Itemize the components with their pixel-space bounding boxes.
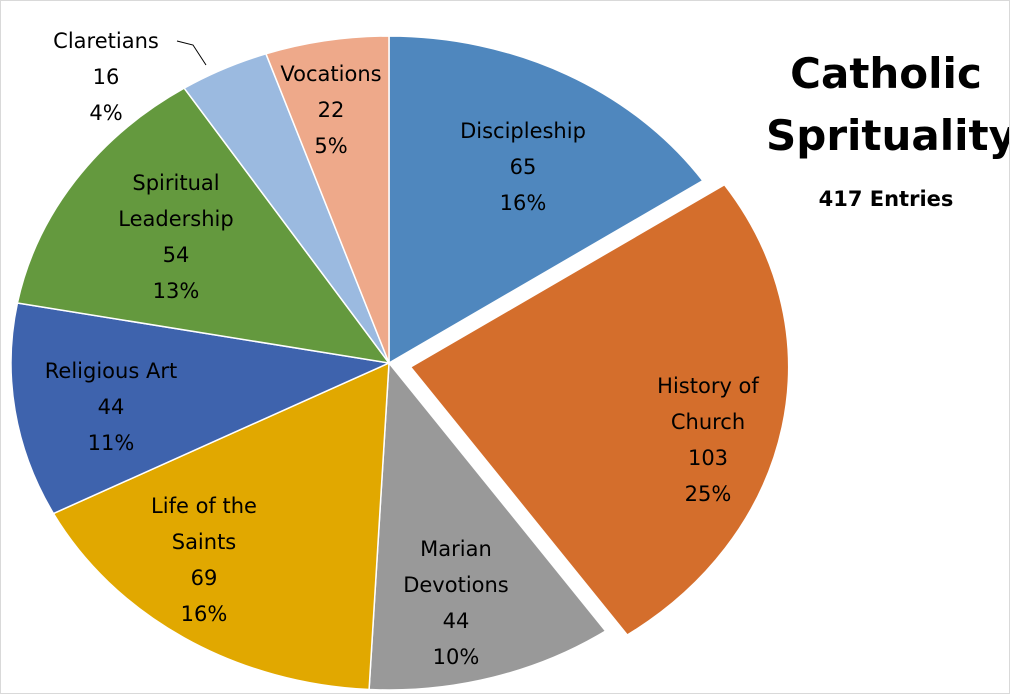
category-label: Discipleship bbox=[460, 119, 586, 143]
value-label: 65 bbox=[509, 155, 537, 179]
pie-slice bbox=[368, 361, 607, 691]
category-label: Religious Art bbox=[44, 359, 178, 383]
slice-label: Claretians 16 4% bbox=[31, 23, 181, 131]
category-label: Spiritual Leadership bbox=[118, 171, 234, 231]
category-label: History of Church bbox=[657, 374, 759, 434]
value-label: 22 bbox=[317, 98, 345, 122]
leader-line bbox=[176, 40, 207, 66]
percent-label: 10% bbox=[432, 645, 480, 669]
percent-label: 11% bbox=[87, 431, 135, 455]
pie-slice bbox=[10, 302, 392, 515]
pie-slice bbox=[388, 35, 704, 365]
percent-label: 13% bbox=[152, 279, 200, 303]
percent-label: 4% bbox=[89, 101, 123, 125]
category-label: Life of the Saints bbox=[151, 494, 257, 554]
pie-slice bbox=[409, 183, 790, 636]
slice-label: Life of the Saints 69 16% bbox=[129, 488, 279, 632]
pie-slice bbox=[16, 87, 391, 365]
category-label: Marian Devotions bbox=[403, 537, 509, 597]
value-label: 69 bbox=[190, 566, 218, 590]
value-label: 16 bbox=[92, 65, 120, 89]
chart-subtitle: 417 Entries bbox=[818, 187, 954, 211]
value-label: 54 bbox=[162, 243, 190, 267]
slice-label: Discipleship 65 16% bbox=[423, 113, 623, 221]
category-label: Claretians bbox=[53, 29, 159, 53]
value-label: 44 bbox=[442, 609, 470, 633]
percent-label: 16% bbox=[499, 191, 547, 215]
percent-label: 16% bbox=[180, 602, 228, 626]
slice-label: Vocations 22 5% bbox=[256, 56, 406, 164]
percent-label: 25% bbox=[684, 482, 732, 506]
slice-label: History of Church 103 25% bbox=[633, 368, 783, 512]
category-label: Vocations bbox=[280, 62, 382, 86]
pie-slice bbox=[52, 361, 390, 691]
value-label: 44 bbox=[97, 395, 125, 419]
slice-label: Religious Art 44 11% bbox=[11, 353, 211, 461]
value-label: 103 bbox=[687, 446, 729, 470]
chart-title: Catholic Sprituality bbox=[766, 49, 1010, 160]
percent-label: 5% bbox=[314, 134, 348, 158]
slice-label: Spiritual Leadership 54 13% bbox=[101, 165, 251, 309]
slice-label: Marian Devotions 44 10% bbox=[381, 531, 531, 675]
pie-slice bbox=[264, 35, 390, 364]
